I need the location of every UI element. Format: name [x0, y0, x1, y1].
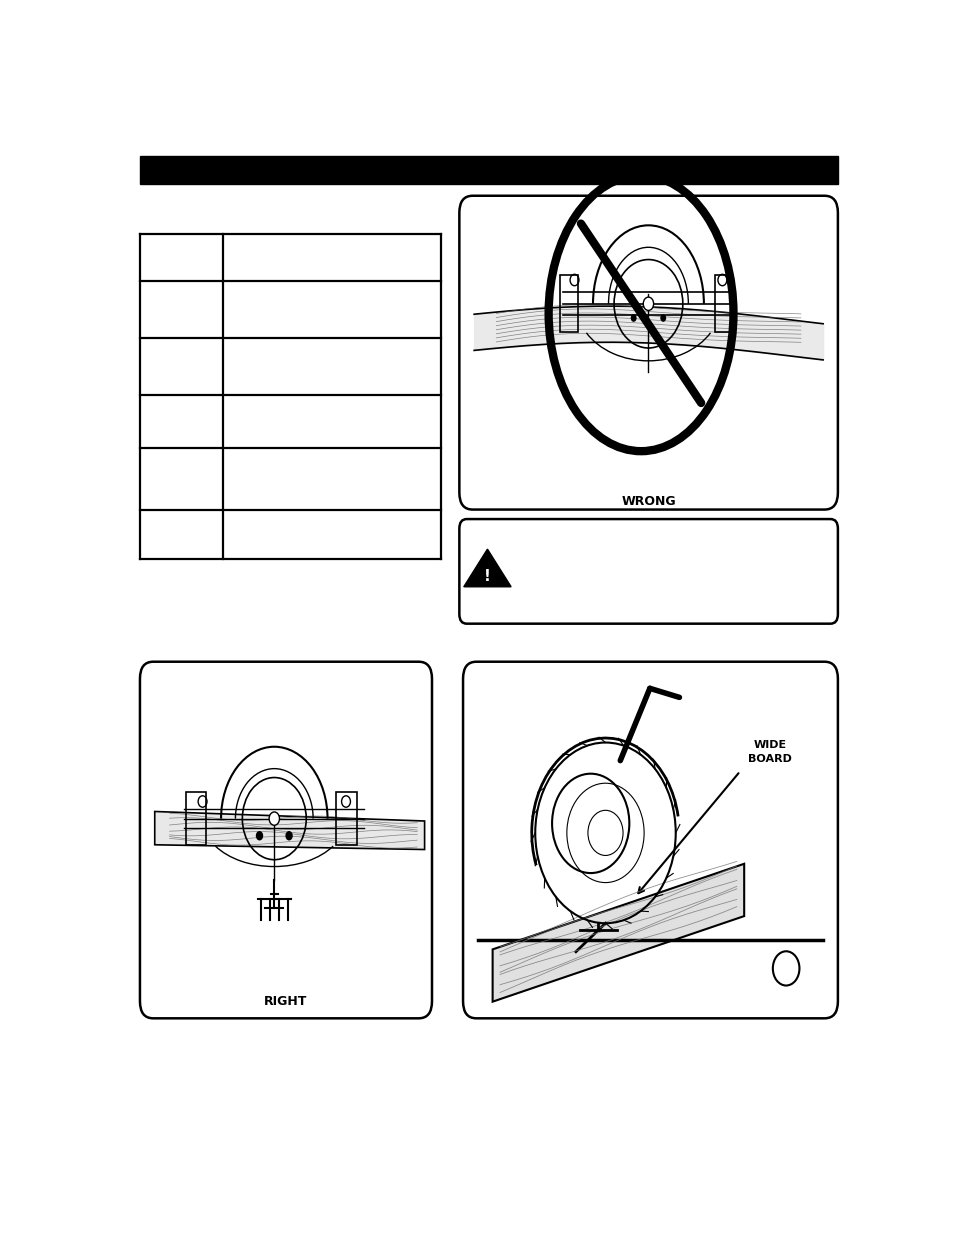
Text: WRONG: WRONG — [620, 495, 676, 509]
Circle shape — [630, 314, 636, 322]
Circle shape — [285, 831, 293, 841]
FancyBboxPatch shape — [459, 196, 837, 510]
Text: !: ! — [483, 568, 491, 584]
Text: RIGHT: RIGHT — [264, 995, 307, 1008]
FancyBboxPatch shape — [140, 156, 837, 184]
Circle shape — [269, 811, 279, 825]
Circle shape — [255, 831, 263, 841]
Circle shape — [659, 314, 665, 322]
Polygon shape — [154, 811, 424, 850]
Polygon shape — [463, 550, 511, 587]
Circle shape — [642, 298, 653, 310]
Bar — [336, 792, 356, 845]
Bar — [186, 792, 206, 845]
Bar — [559, 275, 578, 332]
Polygon shape — [492, 863, 743, 1002]
Bar — [714, 275, 733, 332]
FancyBboxPatch shape — [459, 519, 837, 624]
Text: WIDE
BOARD: WIDE BOARD — [747, 741, 791, 763]
FancyBboxPatch shape — [462, 662, 837, 1019]
FancyBboxPatch shape — [140, 662, 432, 1019]
